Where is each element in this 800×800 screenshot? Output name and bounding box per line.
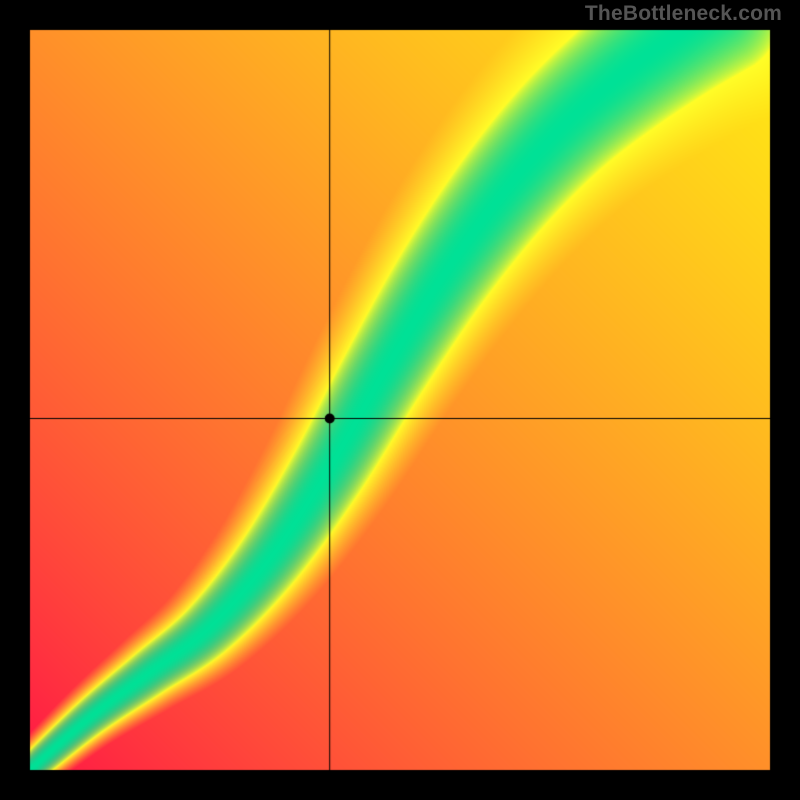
chart-container: TheBottleneck.com	[0, 0, 800, 800]
watermark-text: TheBottleneck.com	[585, 2, 782, 26]
heatmap-canvas	[0, 0, 800, 800]
